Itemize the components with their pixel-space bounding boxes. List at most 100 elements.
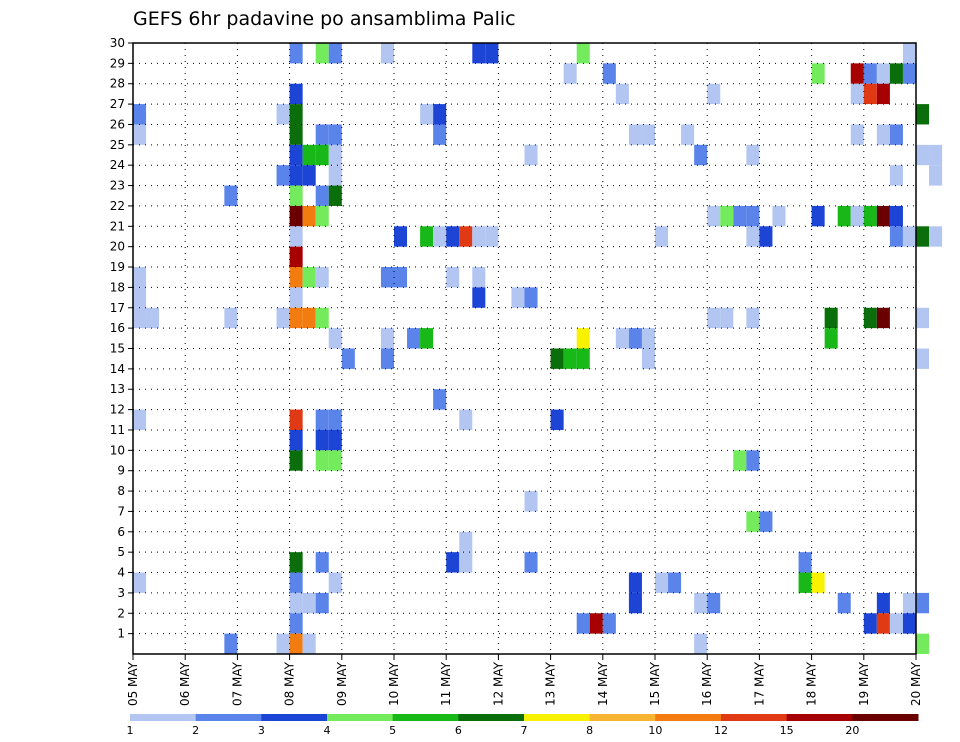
heatmap-cell (746, 144, 760, 166)
heatmap-cell (289, 287, 303, 308)
y-tick-label: 20 (110, 240, 125, 254)
heatmap-cell (641, 348, 655, 369)
heatmap-cell (876, 63, 890, 84)
x-tick-label: 12 MAY (491, 661, 505, 706)
y-tick-label: 10 (110, 443, 125, 457)
y-tick-label: 28 (110, 77, 125, 91)
y-tick-label: 6 (117, 525, 125, 539)
y-tick-label: 3 (117, 586, 125, 600)
heatmap-cell (459, 226, 473, 247)
heatmap-cell (902, 226, 916, 247)
heatmap-cell (289, 592, 303, 614)
y-tick-label: 16 (110, 321, 125, 335)
heatmap-cell (315, 429, 329, 451)
heatmap-cell (876, 307, 890, 329)
heatmap-cell (707, 205, 721, 227)
heatmap-cell (133, 104, 147, 125)
heatmap-cell (628, 328, 642, 349)
y-tick-label: 4 (117, 566, 125, 580)
heatmap-cell (302, 165, 316, 186)
heatmap-cell (289, 43, 303, 64)
heatmap-cell (146, 307, 160, 329)
heatmap-cell (289, 613, 303, 634)
heatmap-cell (929, 226, 943, 247)
heatmap-cell (759, 511, 773, 532)
heatmap-cell (289, 450, 303, 471)
y-tick-label: 5 (117, 545, 125, 559)
heatmap-cell (615, 328, 629, 349)
y-tick-label: 11 (110, 423, 125, 437)
heatmap-cells (133, 43, 943, 654)
heatmap-cell (289, 205, 303, 227)
heatmap-cell (289, 267, 303, 288)
heatmap-cell (315, 409, 329, 430)
heatmap-cell (668, 572, 682, 593)
y-tick-label: 19 (110, 260, 125, 274)
heatmap-cell (472, 267, 486, 288)
heatmap-cell (433, 104, 447, 125)
heatmap-cell (511, 287, 525, 308)
x-tick-label: 18 MAY (805, 661, 819, 706)
heatmap-cell (550, 348, 564, 369)
heatmap-cell (289, 572, 303, 593)
heatmap-cell (720, 307, 734, 329)
legend-label: 8 (586, 724, 593, 737)
heatmap-cell (315, 450, 329, 471)
heatmap-cell (837, 592, 851, 614)
heatmap-cell (641, 124, 655, 145)
heatmap-cell (929, 144, 943, 166)
heatmap-cell (811, 572, 825, 593)
heatmap-cell (681, 124, 695, 145)
heatmap-cell (929, 165, 943, 186)
heatmap-cell (328, 572, 342, 593)
heatmap-cell (328, 429, 342, 451)
x-tick-label: 15 MAY (648, 661, 662, 706)
heatmap-cell (916, 144, 930, 166)
heatmap-cell (289, 429, 303, 451)
heatmap-cell (315, 144, 329, 166)
heatmap-cell (694, 633, 708, 654)
heatmap-cell (433, 226, 447, 247)
heatmap-cell (315, 307, 329, 329)
heatmap-cell (694, 144, 708, 166)
legend-swatch (721, 714, 788, 721)
heatmap-cell (916, 633, 930, 654)
heatmap-cell (302, 205, 316, 227)
heatmap-cell (798, 572, 812, 593)
heatmap-cell (133, 409, 147, 430)
heatmap-cell (902, 43, 916, 64)
y-tick-label: 21 (110, 219, 125, 233)
heatmap-cell (889, 124, 903, 145)
heatmap-cell (524, 491, 538, 512)
y-tick-label: 13 (110, 382, 125, 396)
heatmap-cell (746, 450, 760, 471)
legend-swatch (327, 714, 394, 721)
y-tick-label: 17 (110, 301, 125, 315)
heatmap-cell (876, 592, 890, 614)
heatmap-cell (772, 205, 786, 227)
heatmap-cell (850, 205, 864, 227)
heatmap-cell (289, 144, 303, 166)
heatmap-cell (276, 633, 290, 654)
x-tick-label: 17 MAY (752, 661, 766, 706)
heatmap-cell (394, 226, 408, 247)
legend-label: 2 (192, 724, 199, 737)
heatmap-cell (302, 144, 316, 166)
heatmap-cell (420, 328, 434, 349)
heatmap-cell (459, 409, 473, 430)
legend-swatch (261, 714, 328, 721)
heatmap-cell (224, 307, 238, 329)
heatmap-cell (302, 592, 316, 614)
heatmap-cell (328, 450, 342, 471)
heatmap-cell (276, 307, 290, 329)
heatmap-cell (707, 83, 721, 105)
x-axis-ticks: 05 MAY 06 MAY 07 MAY 08 MAY 09 MAY 10 MAY 11 M… (126, 654, 923, 706)
heatmap-cell (628, 572, 642, 593)
heatmap-cell (315, 185, 329, 206)
heatmap-cell (524, 552, 538, 573)
heatmap-cell (328, 144, 342, 166)
heatmap-cell (628, 592, 642, 614)
heatmap-cell (328, 43, 342, 64)
heatmap-cell (133, 124, 147, 145)
heatmap-cell (707, 592, 721, 614)
